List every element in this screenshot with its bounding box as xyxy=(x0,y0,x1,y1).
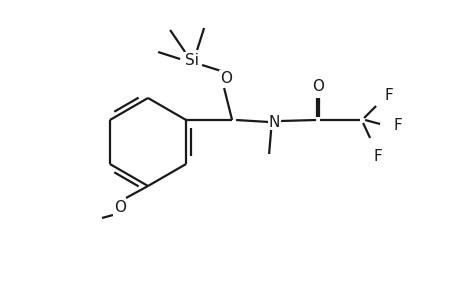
Text: O: O xyxy=(311,79,324,94)
Text: Si: Si xyxy=(185,52,199,68)
Text: F: F xyxy=(384,88,392,103)
Text: F: F xyxy=(373,148,381,164)
Text: F: F xyxy=(393,118,402,133)
Text: N: N xyxy=(268,115,279,130)
Text: O: O xyxy=(114,200,126,215)
Text: O: O xyxy=(219,70,232,86)
